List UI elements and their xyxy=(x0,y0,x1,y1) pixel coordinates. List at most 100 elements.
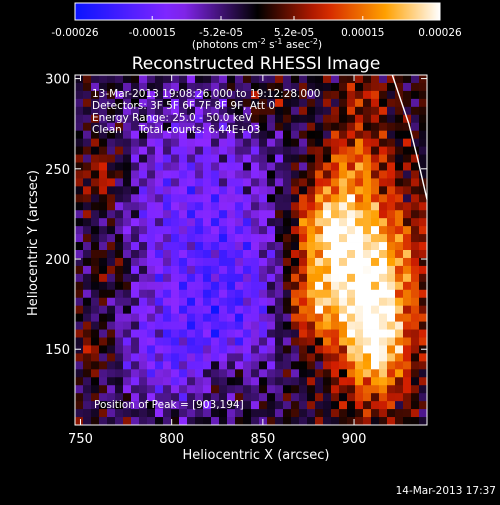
heatmap-cell xyxy=(339,369,348,378)
heatmap-cell xyxy=(251,138,260,147)
heatmap-cell xyxy=(283,186,292,195)
heatmap-cell xyxy=(307,321,316,330)
heatmap-cell xyxy=(163,218,172,227)
heatmap-cell xyxy=(235,361,244,370)
heatmap-cell xyxy=(171,146,180,155)
heatmap-cell xyxy=(187,305,196,315)
heatmap-cell xyxy=(275,417,284,426)
heatmap-cell xyxy=(171,138,180,147)
heatmap-cell xyxy=(379,417,388,426)
heatmap-cell xyxy=(339,409,348,418)
heatmap-cell xyxy=(115,178,124,187)
heatmap-cell xyxy=(331,178,340,187)
heatmap-cell xyxy=(339,377,348,386)
heatmap-cell xyxy=(275,257,284,267)
heatmap-cell xyxy=(107,194,116,203)
heatmap-cell xyxy=(203,385,212,394)
heatmap-cell xyxy=(395,250,404,259)
heatmap-cell xyxy=(203,297,212,307)
heatmap-cell xyxy=(411,210,420,219)
heatmap-cell xyxy=(363,250,372,259)
heatmap-cell xyxy=(115,162,124,171)
heatmap-cell xyxy=(363,154,372,163)
heatmap-cell xyxy=(299,337,308,346)
heatmap-cell xyxy=(171,409,180,418)
heatmap-cell xyxy=(107,289,116,299)
heatmap-cell xyxy=(75,242,84,251)
heatmap-cell xyxy=(275,401,284,410)
heatmap-cell xyxy=(187,257,196,267)
heatmap-cell xyxy=(115,321,124,330)
heatmap-cell xyxy=(115,98,124,108)
heatmap-cell xyxy=(203,369,212,378)
heatmap-cell xyxy=(171,385,180,394)
heatmap-cell xyxy=(387,250,396,259)
heatmap-cell xyxy=(355,194,364,203)
heatmap-cell xyxy=(379,369,388,378)
heatmap-cell xyxy=(219,114,228,124)
heatmap-cell xyxy=(211,289,220,299)
heatmap-cell xyxy=(355,401,364,410)
heatmap-cell xyxy=(219,313,228,322)
heatmap-cell xyxy=(419,130,428,140)
heatmap-cell xyxy=(75,114,84,124)
heatmap-cell xyxy=(99,218,108,227)
heatmap-cell xyxy=(387,170,396,179)
heatmap-cell xyxy=(211,194,220,203)
heatmap-cell xyxy=(171,289,180,299)
heatmap-cell xyxy=(171,353,180,362)
heatmap-cell xyxy=(83,82,92,92)
heatmap-cell xyxy=(219,281,228,291)
heatmap-cell xyxy=(283,401,292,410)
heatmap-cell xyxy=(99,329,108,338)
heatmap-cell xyxy=(259,194,268,203)
heatmap-cell xyxy=(299,154,308,163)
heatmap-cell xyxy=(267,210,276,219)
heatmap-cell xyxy=(131,90,140,100)
heatmap-cell xyxy=(91,154,100,163)
heatmap-cell xyxy=(379,385,388,394)
heatmap-cell xyxy=(419,321,428,330)
heatmap-cell xyxy=(339,305,348,315)
heatmap-cell xyxy=(115,234,124,243)
heatmap-cell xyxy=(131,281,140,291)
heatmap-cell xyxy=(91,90,100,100)
heatmap-cell xyxy=(307,218,316,227)
heatmap-cell xyxy=(131,98,140,108)
heatmap-cell xyxy=(315,337,324,346)
heatmap-cell xyxy=(403,297,412,307)
heatmap-cell xyxy=(411,138,420,147)
heatmap-cell xyxy=(419,122,428,132)
heatmap-cell xyxy=(219,273,228,283)
heatmap-cell xyxy=(123,329,132,338)
heatmap-cell xyxy=(171,98,180,108)
heatmap-cell xyxy=(323,162,332,171)
x-axis-label: Heliocentric X (arcsec) xyxy=(183,448,330,463)
heatmap-cell xyxy=(419,417,428,426)
heatmap-cell xyxy=(251,401,260,410)
heatmap-cell xyxy=(251,186,260,195)
heatmap-cell xyxy=(99,234,108,243)
heatmap-cell xyxy=(107,106,116,116)
heatmap-cell xyxy=(131,194,140,203)
heatmap-cell xyxy=(155,218,164,227)
heatmap-cell xyxy=(355,353,364,362)
heatmap-cell xyxy=(283,122,292,132)
heatmap-cell xyxy=(275,409,284,418)
heatmap-cell xyxy=(187,98,196,108)
heatmap-cell xyxy=(331,409,340,418)
heatmap-cell xyxy=(107,377,116,386)
heatmap-cell xyxy=(331,138,340,147)
heatmap-cell xyxy=(155,409,164,418)
heatmap-cell xyxy=(227,305,236,315)
heatmap-cell xyxy=(347,321,356,330)
heatmap-cell xyxy=(235,98,244,108)
heatmap-cell xyxy=(355,178,364,187)
heatmap-cell xyxy=(411,409,420,418)
heatmap-cell xyxy=(403,337,412,346)
heatmap-cell xyxy=(251,393,260,402)
heatmap-cell xyxy=(123,377,132,386)
heatmap-cell xyxy=(115,122,124,132)
heatmap-cell xyxy=(275,122,284,132)
heatmap-cell xyxy=(243,409,252,418)
